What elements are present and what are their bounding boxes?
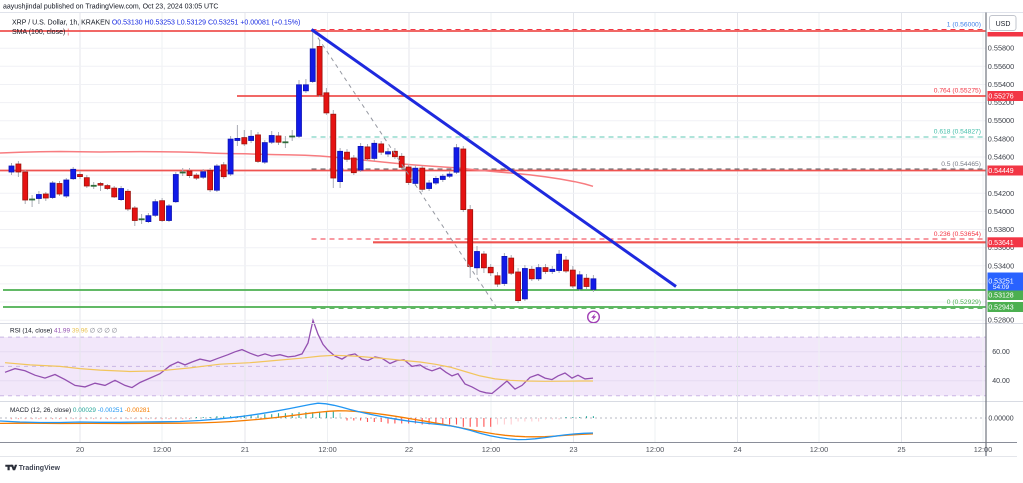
svg-text:1 (0.56000): 1 (0.56000) — [947, 22, 981, 29]
svg-text:0.00000: 0.00000 — [988, 416, 1013, 423]
svg-text:60.00: 60.00 — [992, 349, 1010, 356]
svg-text:12:00: 12:00 — [646, 445, 665, 454]
svg-text:0.54200: 0.54200 — [988, 189, 1014, 198]
svg-text:0.53641: 0.53641 — [988, 240, 1013, 247]
svg-text:0.5 (0.54465): 0.5 (0.54465) — [941, 161, 981, 168]
svg-text:TradingView: TradingView — [19, 465, 61, 472]
svg-text:0.54600: 0.54600 — [988, 153, 1014, 162]
svg-text:SMA (100, close) ¦: SMA (100, close) ¦ — [12, 29, 69, 36]
svg-text:12:00: 12:00 — [974, 445, 993, 454]
svg-text:aayushjindal published on Trad: aayushjindal published on TradingView.co… — [3, 4, 218, 11]
svg-text:0.236 (0.53654): 0.236 (0.53654) — [934, 231, 981, 238]
svg-text:40.00: 40.00 — [992, 378, 1010, 385]
svg-text:USD: USD — [996, 21, 1011, 28]
svg-text:0.618 (0.54827): 0.618 (0.54827) — [934, 129, 981, 136]
svg-text:0.55800: 0.55800 — [988, 44, 1014, 53]
svg-text:12:00: 12:00 — [810, 445, 829, 454]
svg-text:23: 23 — [569, 445, 577, 454]
svg-text:12:00: 12:00 — [153, 445, 172, 454]
svg-text:0 (0.52929): 0 (0.52929) — [947, 299, 981, 306]
svg-text:21: 21 — [241, 445, 249, 454]
svg-text:0.53800: 0.53800 — [988, 225, 1014, 234]
svg-text:25: 25 — [897, 445, 905, 454]
svg-text:12:00: 12:00 — [482, 445, 501, 454]
svg-text:0.54800: 0.54800 — [988, 134, 1014, 143]
svg-text:12:00: 12:00 — [318, 445, 337, 454]
svg-text:0.54449: 0.54449 — [988, 168, 1013, 175]
svg-text:RSI (14, close) 41.99 39.96 ∅: RSI (14, close) 41.99 39.96 ∅ ∅ ∅ ∅ — [10, 328, 117, 335]
svg-text:0.764 (0.55275): 0.764 (0.55275) — [934, 88, 981, 95]
svg-text:24: 24 — [733, 445, 741, 454]
svg-text:0.53400: 0.53400 — [988, 261, 1014, 270]
svg-text:0.54000: 0.54000 — [988, 207, 1014, 216]
svg-text:0.55600: 0.55600 — [988, 62, 1014, 71]
svg-text:20: 20 — [76, 445, 84, 454]
svg-text:0.52943: 0.52943 — [988, 305, 1013, 312]
svg-text:XRP / U.S. Dollar, 1h, KRAKEN: XRP / U.S. Dollar, 1h, KRAKEN O0.53130 H… — [12, 20, 300, 27]
svg-text:22: 22 — [405, 445, 413, 454]
svg-text:0.55000: 0.55000 — [988, 116, 1014, 125]
svg-text:0.55400: 0.55400 — [988, 80, 1014, 89]
svg-text:MACD (12, 26, close) 0.00029 -: MACD (12, 26, close) 0.00029 -0.00251 -0… — [10, 407, 150, 414]
svg-text:0.52800: 0.52800 — [988, 316, 1014, 325]
svg-text:0.53128: 0.53128 — [988, 292, 1013, 299]
svg-text:0.55276: 0.55276 — [988, 94, 1013, 101]
svg-text:54:09: 54:09 — [993, 284, 1010, 291]
